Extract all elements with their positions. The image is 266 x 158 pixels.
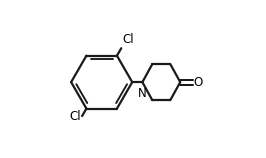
Text: Cl: Cl [69,110,81,123]
Text: N: N [138,87,147,100]
Text: O: O [194,76,203,89]
Text: Cl: Cl [122,33,134,46]
